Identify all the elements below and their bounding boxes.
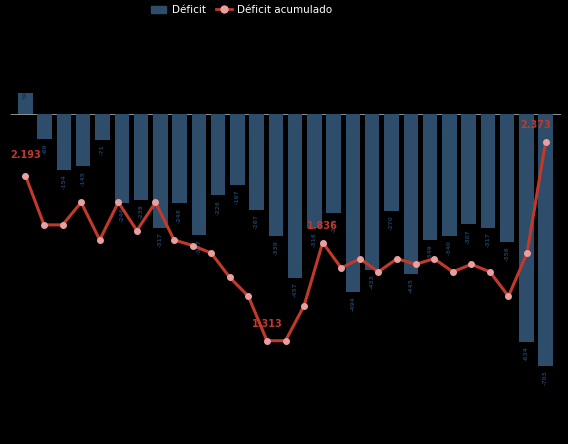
- Text: -317: -317: [158, 232, 163, 247]
- Text: -270: -270: [389, 215, 394, 230]
- Bar: [519, 115, 533, 342]
- Bar: [365, 115, 379, 270]
- Text: -337: -337: [197, 240, 201, 254]
- Text: -71: -71: [100, 144, 105, 155]
- Text: 2.373: 2.373: [521, 120, 552, 131]
- Text: -154: -154: [61, 174, 66, 189]
- Bar: [403, 115, 418, 274]
- Bar: [76, 115, 90, 166]
- Bar: [95, 115, 110, 140]
- Text: -317: -317: [485, 232, 490, 247]
- Text: -248: -248: [177, 208, 182, 222]
- Bar: [249, 115, 264, 210]
- Bar: [385, 115, 399, 211]
- Bar: [269, 115, 283, 236]
- Text: 2.193: 2.193: [10, 151, 41, 160]
- Text: 1.313: 1.313: [252, 320, 282, 329]
- Text: -349: -349: [428, 244, 433, 258]
- Bar: [442, 115, 457, 236]
- Text: -703: -703: [543, 371, 548, 385]
- Text: -307: -307: [466, 229, 471, 244]
- Text: 1.836: 1.836: [307, 221, 338, 231]
- Text: -356: -356: [504, 246, 509, 261]
- Text: -634: -634: [524, 346, 529, 361]
- Bar: [230, 115, 245, 185]
- Text: -267: -267: [254, 214, 259, 230]
- Bar: [346, 115, 360, 292]
- Bar: [211, 115, 225, 195]
- Bar: [307, 115, 321, 228]
- Bar: [172, 115, 187, 203]
- Bar: [134, 115, 148, 200]
- Bar: [461, 115, 476, 225]
- Bar: [115, 115, 129, 202]
- Text: -433: -433: [370, 274, 375, 289]
- Text: -145: -145: [81, 171, 86, 186]
- Bar: [327, 115, 341, 214]
- Text: -226: -226: [216, 200, 220, 214]
- Text: -69: -69: [42, 143, 47, 154]
- Text: 59: 59: [23, 91, 28, 99]
- Text: -340: -340: [447, 241, 452, 255]
- Bar: [481, 115, 495, 228]
- Bar: [288, 115, 302, 278]
- Text: -316: -316: [312, 232, 317, 247]
- Bar: [538, 115, 553, 366]
- Bar: [18, 93, 32, 115]
- Text: -457: -457: [293, 282, 298, 297]
- Text: -246: -246: [119, 207, 124, 222]
- Text: -445: -445: [408, 278, 414, 293]
- Text: -339: -339: [273, 240, 278, 255]
- Text: -276: -276: [331, 218, 336, 233]
- Legend: Déficit, Déficit acumulado: Déficit, Déficit acumulado: [147, 0, 336, 19]
- Bar: [423, 115, 437, 240]
- Bar: [153, 115, 168, 228]
- Bar: [37, 115, 52, 139]
- Text: -238: -238: [139, 204, 144, 219]
- Bar: [57, 115, 71, 170]
- Bar: [500, 115, 515, 242]
- Text: -494: -494: [350, 296, 356, 310]
- Bar: [191, 115, 206, 235]
- Text: -197: -197: [235, 190, 240, 204]
